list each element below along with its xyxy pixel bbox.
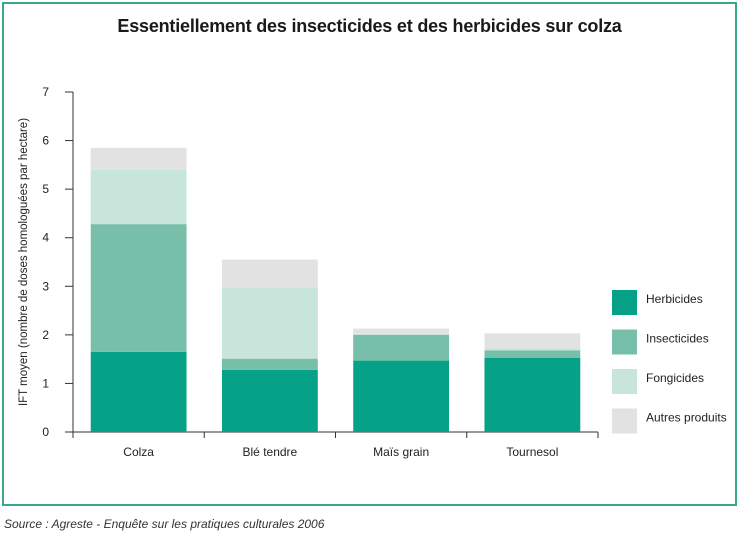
y-tick-label: 4 — [42, 231, 49, 245]
y-tick-label: 5 — [42, 182, 49, 196]
bar-segment — [90, 169, 187, 225]
x-tick-label: Colza — [123, 445, 154, 459]
legend: Herbicides Insecticides Fongicides Autres p… — [612, 290, 727, 434]
bar-segment — [484, 348, 581, 351]
bar-segment — [484, 357, 581, 432]
chart-title: Essentiellement des insecticides et des … — [117, 16, 622, 36]
y-axis: 0 1 2 3 4 5 6 7 — [42, 85, 74, 439]
x-tick-label: Tournesol — [506, 445, 558, 459]
legend-label: Herbicides — [646, 292, 703, 306]
bar-segment — [484, 333, 581, 349]
y-axis-label: IFT moyen (nombre de doses homologuées p… — [18, 118, 30, 406]
bar-segment — [221, 259, 318, 288]
y-tick-label: 0 — [42, 425, 49, 439]
legend-label: Fongicides — [646, 371, 704, 385]
x-axis: Colza Blé tendre Maïs grain Tournesol — [72, 431, 599, 459]
legend-swatch — [612, 329, 637, 355]
bar-segment — [353, 328, 450, 334]
y-tick-label: 2 — [42, 328, 49, 342]
bar-segment — [90, 147, 187, 170]
bar-segment — [90, 351, 187, 432]
x-tick-label: Maïs grain — [373, 445, 429, 459]
legend-swatch — [612, 290, 637, 315]
bar-segment — [221, 358, 318, 370]
bar-segment — [90, 224, 187, 352]
bar-segment — [353, 334, 450, 361]
bar-segment — [353, 333, 450, 335]
legend-label: Insecticides — [646, 332, 709, 346]
bar-segment — [221, 369, 318, 432]
legend-swatch — [612, 369, 637, 394]
source-note: Source : Agreste - Enquête sur les prati… — [4, 517, 325, 531]
bar-segment — [484, 350, 581, 358]
y-tick-label: 1 — [42, 376, 49, 390]
bar-segment — [221, 287, 318, 359]
bar-segment — [353, 360, 450, 432]
legend-label: Autres produits — [646, 411, 727, 425]
x-tick-label: Blé tendre — [243, 445, 298, 459]
y-tick-label: 6 — [42, 134, 49, 148]
bars — [90, 147, 581, 432]
y-tick-label: 7 — [42, 85, 49, 99]
legend-swatch — [612, 408, 637, 434]
y-tick-label: 3 — [42, 279, 49, 293]
